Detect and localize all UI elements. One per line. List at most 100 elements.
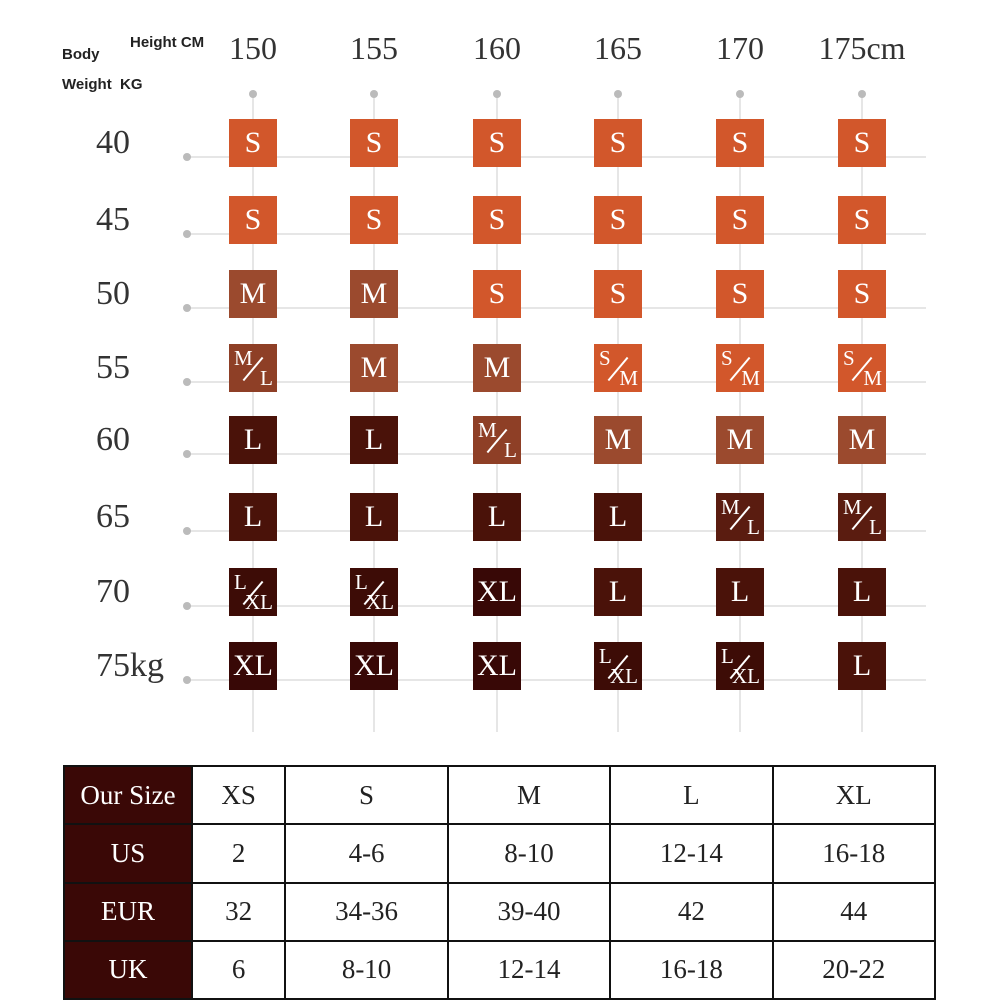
size-cell: S [350,119,398,167]
size-cell: M [594,416,642,464]
size-cell: L XL [716,642,764,690]
table-cell: 42 [609,881,774,942]
size-lower: XL [732,664,760,688]
size-cell: M [350,270,398,318]
table-cell: 44 [771,881,937,942]
size-cell: L [350,493,398,541]
table-cell: 12-14 [446,939,612,1000]
size-cell: XL [473,568,521,616]
table-cell: M [446,764,612,826]
size-cell: L [229,493,277,541]
table-row: UK 6 8-10 12-14 16-18 20-22 [63,939,937,1000]
table-cell: 34-36 [284,881,449,942]
body-label: Body [62,46,100,63]
dot [183,378,191,386]
size-cell: L XL [594,642,642,690]
table-cell: S [284,764,449,826]
row-header: UK [63,939,193,1000]
size-lower: XL [366,590,394,614]
table-row: Our Size XS S M L XL [63,764,937,826]
height-value: 160 [473,30,521,66]
size-cell: L [838,568,886,616]
table-cell: 39-40 [446,881,612,942]
dot [493,90,501,98]
size-upper: S [721,346,733,370]
size-lower: L [747,515,760,539]
weight-value: 75kg [96,647,164,684]
size-cell: L [594,568,642,616]
dot [183,304,191,312]
weight-value: 45 [96,201,130,238]
size-upper: M [721,495,740,519]
size-lower: M [619,366,638,390]
weight-value: 40 [96,124,130,161]
dot [183,527,191,535]
size-lower: L [869,515,882,539]
dot [183,676,191,684]
size-upper: S [599,346,611,370]
size-lower: XL [245,590,273,614]
size-upper: L [355,570,368,594]
size-upper: L [599,644,612,668]
size-cell: L XL [229,568,277,616]
size-cell: S [594,119,642,167]
weight-label: Weight KG [62,76,143,93]
dot [614,90,622,98]
dot [183,153,191,161]
table-cell: 20-22 [771,939,937,1000]
size-table: Our Size XS S M L XL US 2 4-6 8-10 12-14 16-18 EUR 32… [63,764,937,1000]
table-row: EUR 32 34-36 39-40 42 44 [63,881,937,942]
table-cell: 8-10 [284,939,449,1000]
size-upper: L [234,570,247,594]
size-lower: M [741,366,760,390]
size-upper: S [843,346,855,370]
weight-value: 55 [96,349,130,386]
size-cell: S [473,196,521,244]
table-cell: 8-10 [446,823,612,884]
dot [249,90,257,98]
size-upper: M [478,418,497,442]
size-cell: M [838,416,886,464]
size-cell: L XL [350,568,398,616]
table-cell: XS [190,764,287,826]
size-cell: S [473,270,521,318]
table-cell: 2 [190,823,287,884]
table-cell: 16-18 [771,823,937,884]
size-cell: S [716,196,764,244]
size-cell: S [716,119,764,167]
size-cell: S [229,119,277,167]
size-cell: L [716,568,764,616]
row-header: Our Size [63,764,193,826]
row-header: US [63,823,193,884]
dot [183,602,191,610]
height-value: 165 [594,30,642,66]
size-cell: XL [473,642,521,690]
dot [370,90,378,98]
size-cell: M [229,270,277,318]
dot [858,90,866,98]
height-value: 155 [350,30,398,66]
size-lower: XL [610,664,638,688]
dot [183,450,191,458]
size-upper: M [234,346,253,370]
weight-value: 50 [96,275,130,312]
size-lower: M [863,366,882,390]
table-cell: XL [771,764,937,826]
size-cell: S [594,196,642,244]
row-header: EUR [63,881,193,942]
height-label: Height CM [130,34,205,51]
table-row: US 2 4-6 8-10 12-14 16-18 [63,823,937,884]
table-cell: 12-14 [609,823,774,884]
size-cell: S [594,270,642,318]
size-lower: L [504,438,517,462]
size-cell: S [838,196,886,244]
table-cell: 32 [190,881,287,942]
table-cell: 16-18 [609,939,774,1000]
